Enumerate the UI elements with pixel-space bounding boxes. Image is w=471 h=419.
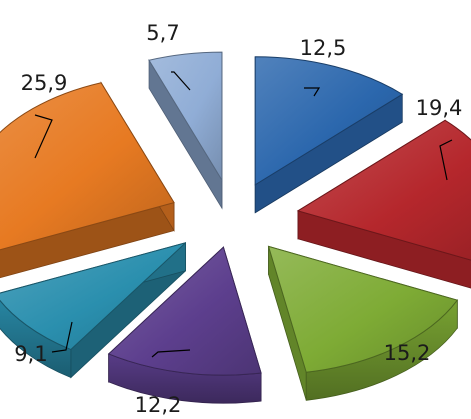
data-labels: 12,5 19,4 15,2 12,2 9,1 25,9 5,7 [14, 21, 462, 417]
slice-top-face [0, 82, 175, 251]
leader-line [439, 139, 453, 181]
pie-slice [0, 241, 187, 379]
data-label: 12,2 [135, 393, 182, 417]
pie-slice [148, 51, 223, 210]
slice-top-face [267, 245, 459, 373]
data-label: 12,5 [300, 36, 347, 60]
slice-top-face [107, 246, 262, 376]
slice-top-face [254, 56, 404, 186]
pie-slice [107, 246, 262, 404]
slice-top-face [0, 242, 186, 351]
slice-top-face [148, 51, 223, 182]
pie-slice [267, 245, 459, 401]
leader-line [171, 71, 191, 91]
data-label: 15,2 [384, 341, 431, 365]
data-label: 19,4 [416, 96, 463, 120]
pie-slice [296, 119, 471, 289]
data-label: 25,9 [21, 71, 68, 95]
pie-slice [254, 56, 404, 214]
leader-line [34, 114, 53, 159]
data-label: 9,1 [14, 342, 47, 366]
pie-slice [0, 81, 175, 279]
leader-lines [34, 71, 453, 358]
leader-line [151, 349, 191, 358]
data-label: 5,7 [146, 21, 179, 45]
slice-top-face [296, 119, 471, 261]
leader-line [51, 321, 73, 353]
slices-layer [0, 51, 471, 404]
leader-line [304, 87, 321, 97]
